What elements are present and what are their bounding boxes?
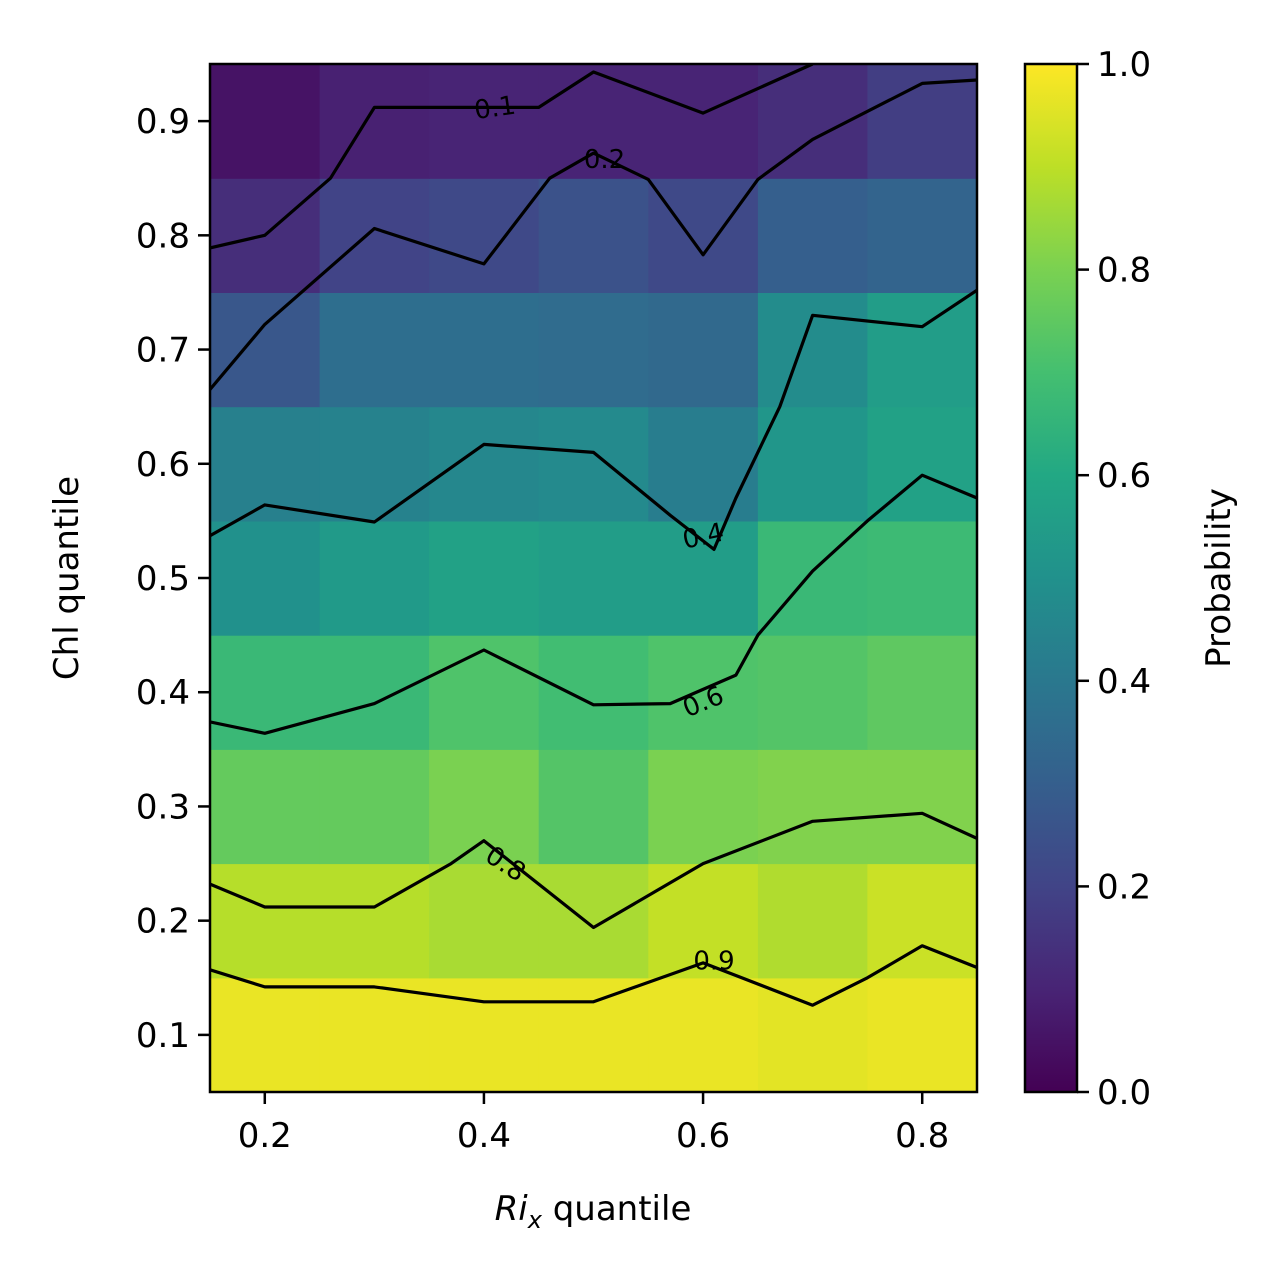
heatmap-cell xyxy=(538,749,649,865)
heatmap-cell xyxy=(429,64,540,179)
x-tick-label: 0.8 xyxy=(895,1116,949,1156)
heatmap-cell xyxy=(319,635,430,750)
y-axis-label: Chl quantile xyxy=(47,476,87,680)
heatmap-cell xyxy=(210,520,321,636)
heatmap-cell xyxy=(210,406,321,522)
heatmap-cell xyxy=(867,977,977,1092)
heatmap-cell xyxy=(757,178,869,293)
heatmap-cell xyxy=(210,863,321,979)
heatmap-cell xyxy=(757,863,869,979)
y-tick-label: 0.8 xyxy=(136,216,190,256)
y-tick-label: 0.1 xyxy=(136,1016,190,1056)
heatmap-cell xyxy=(429,863,540,979)
heatmap-cell xyxy=(867,178,977,293)
heatmap-cell xyxy=(867,292,977,408)
heatmap-cell xyxy=(757,406,869,522)
heatmap-cell xyxy=(757,635,869,750)
heatmap-cell xyxy=(429,749,540,865)
colorbar-tick-label: 0.4 xyxy=(1097,662,1151,702)
heatmap-cell xyxy=(538,977,649,1092)
x-axis-label: Rix quantile xyxy=(495,1189,692,1234)
y-tick-label: 0.9 xyxy=(136,102,190,142)
colorbar-tick-label: 0.2 xyxy=(1097,867,1151,907)
heatmap-cell xyxy=(319,406,430,522)
contour-label: 0.1 xyxy=(472,91,517,126)
contour-line xyxy=(210,64,814,250)
contour-line xyxy=(210,288,977,552)
heatmap-cell xyxy=(757,977,869,1092)
y-tick-label: 0.2 xyxy=(136,902,190,942)
colorbar-tick-label: 0.6 xyxy=(1097,456,1151,496)
heatmap-cell xyxy=(319,749,430,865)
heatmap-cell xyxy=(648,635,759,750)
heatmap-cell xyxy=(538,863,649,979)
heatmap-cell xyxy=(867,520,977,636)
heatmap-cell xyxy=(210,749,321,865)
colorbar-tick-label: 0.8 xyxy=(1097,251,1151,291)
heatmap-cell xyxy=(757,749,869,865)
heatmap-cell xyxy=(319,292,430,408)
heatmap-cell xyxy=(429,635,540,750)
x-tick-label: 0.2 xyxy=(238,1116,292,1156)
y-tick-label: 0.7 xyxy=(136,331,190,371)
heatmap-cell xyxy=(867,749,977,865)
contour-line xyxy=(210,78,977,391)
heatmap-cell xyxy=(757,520,869,636)
heatmap-cell xyxy=(648,64,759,179)
y-tick-label: 0.3 xyxy=(136,787,190,827)
heatmap-cells xyxy=(210,64,977,1092)
heatmap-cell xyxy=(867,635,977,750)
colorbar xyxy=(1025,64,1077,1092)
heatmap-cell xyxy=(319,520,430,636)
x-tick-label: 0.4 xyxy=(457,1116,511,1156)
heatmap-cell xyxy=(538,520,649,636)
heatmap-cell xyxy=(429,406,540,522)
heatmap-cell xyxy=(210,635,321,750)
heatmap-cell xyxy=(210,977,321,1092)
heatmap-cell xyxy=(319,977,430,1092)
heatmap-cell xyxy=(648,749,759,865)
x-axis-ticks: 0.2 0.4 0.6 0.8 xyxy=(238,1092,949,1156)
y-tick-label: 0.6 xyxy=(136,445,190,485)
heatmap-cell xyxy=(648,863,759,979)
colorbar-frame xyxy=(1023,62,1079,1094)
colorbar-tick-label: 0.0 xyxy=(1097,1073,1151,1113)
contour-line xyxy=(210,944,977,1007)
heatmap-cell xyxy=(538,178,649,293)
heatmap-cell xyxy=(648,292,759,408)
heatmap-cell xyxy=(210,64,321,179)
y-axis-ticks: 0.1 0.2 0.3 0.4 0.5 0.6 0.7 0.8 0.9 xyxy=(136,102,210,1056)
heatmap-cell xyxy=(429,292,540,408)
heatmap-cell xyxy=(429,178,540,293)
heatmap-cell xyxy=(538,292,649,408)
contour-lines xyxy=(210,64,977,1007)
heatmap-cell xyxy=(319,178,430,293)
heatmap-cell xyxy=(648,977,759,1092)
heatmap-cell xyxy=(210,292,321,408)
heatmap-cell xyxy=(429,520,540,636)
heatmap-cell xyxy=(319,863,430,979)
colorbar-tick-label: 1.0 xyxy=(1097,45,1151,85)
colorbar-ticks: 0.0 0.2 0.4 0.6 0.8 1.0 xyxy=(1077,45,1151,1113)
heatmap-cell xyxy=(538,635,649,750)
contour-label: 0.2 xyxy=(584,145,625,175)
y-tick-label: 0.4 xyxy=(136,673,190,713)
colorbar-label: Probability xyxy=(1199,488,1239,668)
heatmap-cell xyxy=(648,178,759,293)
heatmap-cell xyxy=(319,64,430,179)
heatmap-cell xyxy=(538,64,649,179)
x-tick-label: 0.6 xyxy=(676,1116,730,1156)
y-tick-label: 0.5 xyxy=(136,559,190,599)
heatmap-cell xyxy=(648,406,759,522)
contour-line xyxy=(210,811,977,930)
heatmap-cell xyxy=(867,406,977,522)
heatmap-cell xyxy=(538,406,649,522)
contour-line xyxy=(210,473,977,735)
heatmap-cell xyxy=(757,292,869,408)
contour-label: 0.9 xyxy=(693,947,734,977)
